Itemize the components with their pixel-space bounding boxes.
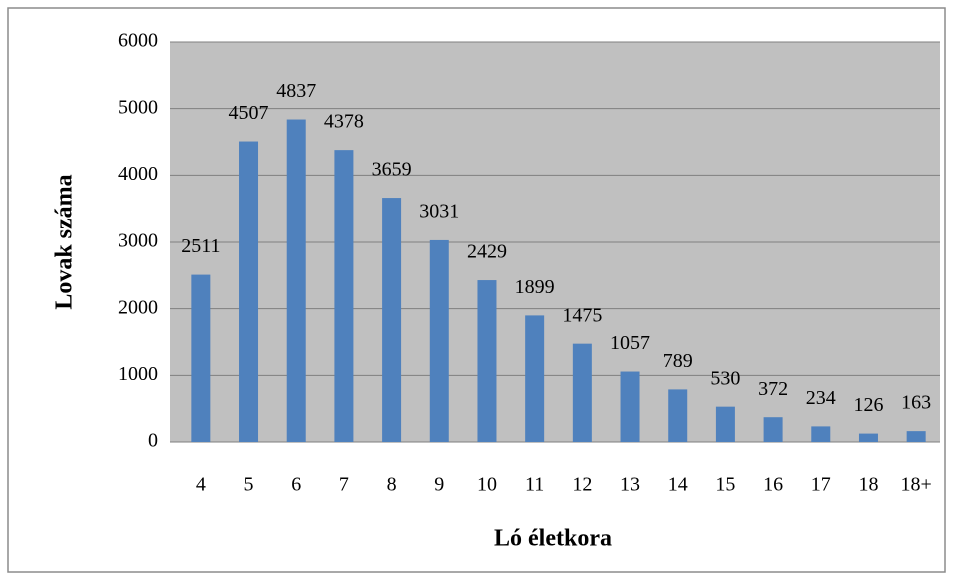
bar: [668, 389, 688, 442]
bar: [286, 119, 306, 443]
bar: [811, 426, 831, 442]
x-tick-label: 18: [858, 474, 878, 496]
bar: [477, 280, 497, 442]
bar: [382, 198, 402, 442]
x-tick-label: 16: [763, 474, 783, 496]
x-tick-label: 5: [244, 474, 254, 496]
x-axis-title: Ló életkora: [494, 526, 612, 552]
bar: [239, 141, 259, 443]
y-tick-label: 1000: [118, 363, 158, 385]
bar: [572, 343, 592, 442]
bar: [906, 431, 926, 442]
data-label: 234: [806, 387, 836, 409]
y-tick-label: 6000: [118, 30, 158, 52]
bar: [858, 433, 878, 442]
x-tick-label: 17: [811, 474, 831, 496]
data-label: 3031: [419, 201, 459, 223]
data-label: 2511: [181, 235, 220, 257]
y-axis-title: Lovak száma: [52, 174, 78, 309]
y-tick-label: 2000: [118, 296, 158, 318]
bar: [715, 406, 735, 442]
data-label: 530: [710, 367, 740, 389]
bar: [191, 274, 211, 442]
x-tick-label: 9: [434, 474, 444, 496]
data-label: 372: [758, 378, 788, 400]
data-label: 4837: [276, 80, 316, 102]
bar: [334, 150, 354, 442]
data-label: 789: [663, 350, 693, 372]
y-tick-label: 5000: [118, 96, 158, 118]
data-label: 163: [901, 392, 931, 414]
x-tick-label: 10: [477, 474, 497, 496]
y-tick-label: 3000: [118, 230, 158, 252]
x-tick-label: 15: [715, 474, 735, 496]
x-tick-label: 14: [668, 474, 688, 496]
data-label: 1899: [515, 276, 555, 298]
data-label: 3659: [372, 159, 412, 181]
x-tick-label: 8: [387, 474, 397, 496]
y-tick-label: 0: [148, 430, 158, 452]
x-tick-label: 7: [339, 474, 349, 496]
data-label: 1057: [610, 332, 650, 354]
x-tick-label: 4: [196, 474, 206, 496]
bar: [763, 417, 783, 442]
x-tick-label: 13: [620, 474, 640, 496]
x-tick-label: 11: [525, 474, 544, 496]
data-label: 126: [853, 394, 883, 416]
y-tick-label: 4000: [118, 163, 158, 185]
x-tick-label: 18+: [901, 474, 932, 496]
data-label: 4507: [229, 102, 269, 124]
data-label: 1475: [562, 304, 602, 326]
bar: [525, 315, 545, 442]
bar: [429, 239, 449, 442]
x-tick-label: 12: [572, 474, 592, 496]
x-tick-label: 6: [291, 474, 301, 496]
data-label: 4378: [324, 111, 364, 133]
data-label: 2429: [467, 241, 507, 263]
bar: [620, 371, 640, 442]
